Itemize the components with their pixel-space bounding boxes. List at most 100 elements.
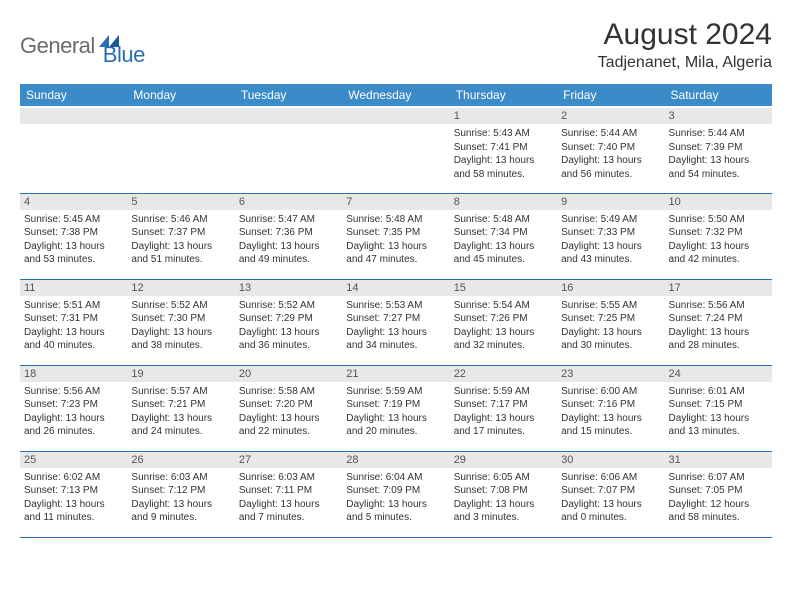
day-body: Sunrise: 6:07 AMSunset: 7:05 PMDaylight:… [665,468,772,529]
day-number: 7 [342,194,449,210]
day-number: 31 [665,452,772,468]
day-number: 13 [235,280,342,296]
calendar-day-cell: 3Sunrise: 5:44 AMSunset: 7:39 PMDaylight… [665,107,772,193]
calendar-day-cell: 15Sunrise: 5:54 AMSunset: 7:26 PMDayligh… [450,279,557,365]
day-number: 4 [20,194,127,210]
calendar-week-row: 1Sunrise: 5:43 AMSunset: 7:41 PMDaylight… [20,107,772,193]
day-body: Sunrise: 5:46 AMSunset: 7:37 PMDaylight:… [127,210,234,271]
day-body: Sunrise: 6:05 AMSunset: 7:08 PMDaylight:… [450,468,557,529]
calendar-day-cell: 7Sunrise: 5:48 AMSunset: 7:35 PMDaylight… [342,193,449,279]
day-body: Sunrise: 5:52 AMSunset: 7:29 PMDaylight:… [235,296,342,357]
calendar-day-cell: 5Sunrise: 5:46 AMSunset: 7:37 PMDaylight… [127,193,234,279]
day-body: Sunrise: 5:47 AMSunset: 7:36 PMDaylight:… [235,210,342,271]
calendar-week-row: 25Sunrise: 6:02 AMSunset: 7:13 PMDayligh… [20,451,772,537]
day-body: Sunrise: 5:58 AMSunset: 7:20 PMDaylight:… [235,382,342,443]
day-number: 18 [20,366,127,382]
day-number: 8 [450,194,557,210]
day-body: Sunrise: 5:52 AMSunset: 7:30 PMDaylight:… [127,296,234,357]
day-number: 25 [20,452,127,468]
day-body: Sunrise: 5:48 AMSunset: 7:34 PMDaylight:… [450,210,557,271]
day-body: Sunrise: 5:51 AMSunset: 7:31 PMDaylight:… [20,296,127,357]
calendar-day-cell: 16Sunrise: 5:55 AMSunset: 7:25 PMDayligh… [557,279,664,365]
calendar-day-cell: 21Sunrise: 5:59 AMSunset: 7:19 PMDayligh… [342,365,449,451]
calendar-day-cell: 4Sunrise: 5:45 AMSunset: 7:38 PMDaylight… [20,193,127,279]
day-body: Sunrise: 6:06 AMSunset: 7:07 PMDaylight:… [557,468,664,529]
day-number: 21 [342,366,449,382]
calendar-day-cell: 22Sunrise: 5:59 AMSunset: 7:17 PMDayligh… [450,365,557,451]
day-body: Sunrise: 5:44 AMSunset: 7:40 PMDaylight:… [557,124,664,185]
calendar-day-cell [235,107,342,193]
day-body: Sunrise: 5:57 AMSunset: 7:21 PMDaylight:… [127,382,234,443]
day-body: Sunrise: 5:50 AMSunset: 7:32 PMDaylight:… [665,210,772,271]
day-number: 15 [450,280,557,296]
weekday-header: Thursday [450,84,557,107]
calendar-day-cell: 29Sunrise: 6:05 AMSunset: 7:08 PMDayligh… [450,451,557,537]
calendar-day-cell [20,107,127,193]
weekday-header: Monday [127,84,234,107]
day-number: 1 [450,108,557,124]
header: General Blue August 2024 Tadjenanet, Mil… [20,18,772,72]
calendar-week-row: 11Sunrise: 5:51 AMSunset: 7:31 PMDayligh… [20,279,772,365]
day-number: 23 [557,366,664,382]
day-number: 28 [342,452,449,468]
calendar-day-cell [127,107,234,193]
weekday-header: Wednesday [342,84,449,107]
day-body [342,124,449,131]
calendar-table: SundayMondayTuesdayWednesdayThursdayFrid… [20,84,772,538]
brand-word-blue: Blue [103,24,145,68]
day-number: 30 [557,452,664,468]
brand-word-general: General [20,33,95,59]
calendar-day-cell: 20Sunrise: 5:58 AMSunset: 7:20 PMDayligh… [235,365,342,451]
day-number: 16 [557,280,664,296]
day-body: Sunrise: 6:03 AMSunset: 7:12 PMDaylight:… [127,468,234,529]
calendar-day-cell: 6Sunrise: 5:47 AMSunset: 7:36 PMDaylight… [235,193,342,279]
day-number [127,108,234,124]
day-number [20,108,127,124]
calendar-day-cell: 1Sunrise: 5:43 AMSunset: 7:41 PMDaylight… [450,107,557,193]
day-number: 17 [665,280,772,296]
calendar-day-cell: 10Sunrise: 5:50 AMSunset: 7:32 PMDayligh… [665,193,772,279]
calendar-day-cell: 26Sunrise: 6:03 AMSunset: 7:12 PMDayligh… [127,451,234,537]
day-number: 22 [450,366,557,382]
title-block: August 2024 Tadjenanet, Mila, Algeria [598,18,772,72]
calendar-day-cell: 31Sunrise: 6:07 AMSunset: 7:05 PMDayligh… [665,451,772,537]
calendar-day-cell: 24Sunrise: 6:01 AMSunset: 7:15 PMDayligh… [665,365,772,451]
day-body: Sunrise: 5:59 AMSunset: 7:19 PMDaylight:… [342,382,449,443]
calendar-day-cell: 27Sunrise: 6:03 AMSunset: 7:11 PMDayligh… [235,451,342,537]
calendar-day-cell: 30Sunrise: 6:06 AMSunset: 7:07 PMDayligh… [557,451,664,537]
day-body: Sunrise: 5:48 AMSunset: 7:35 PMDaylight:… [342,210,449,271]
calendar-body: 1Sunrise: 5:43 AMSunset: 7:41 PMDaylight… [20,107,772,537]
weekday-header: Friday [557,84,664,107]
weekday-header: Tuesday [235,84,342,107]
calendar-day-cell: 19Sunrise: 5:57 AMSunset: 7:21 PMDayligh… [127,365,234,451]
day-number: 11 [20,280,127,296]
calendar-day-cell: 14Sunrise: 5:53 AMSunset: 7:27 PMDayligh… [342,279,449,365]
brand-logo: General Blue [20,18,145,68]
day-body: Sunrise: 6:02 AMSunset: 7:13 PMDaylight:… [20,468,127,529]
day-body [235,124,342,131]
calendar-day-cell: 17Sunrise: 5:56 AMSunset: 7:24 PMDayligh… [665,279,772,365]
calendar-day-cell: 8Sunrise: 5:48 AMSunset: 7:34 PMDaylight… [450,193,557,279]
calendar-day-cell: 9Sunrise: 5:49 AMSunset: 7:33 PMDaylight… [557,193,664,279]
weekday-header: Saturday [665,84,772,107]
day-body: Sunrise: 6:03 AMSunset: 7:11 PMDaylight:… [235,468,342,529]
day-body: Sunrise: 5:43 AMSunset: 7:41 PMDaylight:… [450,124,557,185]
calendar-day-cell [342,107,449,193]
day-body: Sunrise: 5:54 AMSunset: 7:26 PMDaylight:… [450,296,557,357]
calendar-day-cell: 13Sunrise: 5:52 AMSunset: 7:29 PMDayligh… [235,279,342,365]
day-body: Sunrise: 5:49 AMSunset: 7:33 PMDaylight:… [557,210,664,271]
day-body: Sunrise: 5:55 AMSunset: 7:25 PMDaylight:… [557,296,664,357]
day-number: 2 [557,108,664,124]
day-body: Sunrise: 5:56 AMSunset: 7:24 PMDaylight:… [665,296,772,357]
weekday-header-row: SundayMondayTuesdayWednesdayThursdayFrid… [20,84,772,107]
day-body [127,124,234,131]
day-number: 24 [665,366,772,382]
day-body: Sunrise: 6:00 AMSunset: 7:16 PMDaylight:… [557,382,664,443]
day-number: 5 [127,194,234,210]
day-number: 19 [127,366,234,382]
weekday-header: Sunday [20,84,127,107]
day-number: 6 [235,194,342,210]
day-number: 27 [235,452,342,468]
day-number: 10 [665,194,772,210]
page-title: August 2024 [598,18,772,52]
